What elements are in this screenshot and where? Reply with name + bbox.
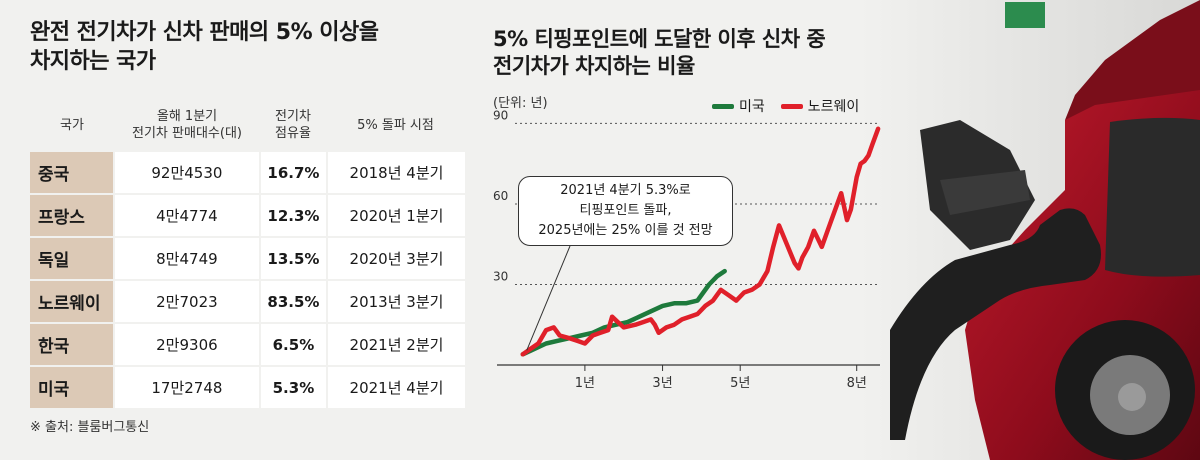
- table-row: 한국 2만9306 6.5% 2021년 2분기: [30, 324, 466, 365]
- when-cell: 2020년 1분기: [327, 195, 466, 236]
- share-cell: 83.5%: [260, 281, 326, 322]
- country-cell: 한국: [30, 324, 113, 365]
- country-cell: 중국: [30, 152, 113, 193]
- header-text: 전기차 판매대수(대): [132, 126, 242, 141]
- table-title-line: 차지하는 국가: [30, 49, 156, 74]
- share-cell: 16.7%: [260, 152, 326, 193]
- header-breakthrough: 5% 돌파 시점: [326, 117, 465, 134]
- sales-cell: 4만4774: [114, 195, 259, 236]
- header-text: 점유율: [275, 126, 311, 141]
- x-tick-label: 5년: [730, 376, 750, 391]
- country-cell: 독일: [30, 238, 113, 279]
- table-title-line: 완전 전기차가 신차 판매의 5% 이상을: [30, 20, 379, 45]
- legend-item-norway: 노르웨이: [780, 96, 860, 116]
- table-row: 프랑스 4만4774 12.3% 2020년 1분기: [30, 195, 466, 236]
- wall-sign: [1005, 2, 1045, 28]
- annotation-line: 티핑포인트 돌파,: [579, 203, 672, 218]
- legend-item-us: 미국: [712, 96, 765, 116]
- chart-unit: (단위: 년): [493, 96, 548, 111]
- header-share: 전기차 점유율: [260, 108, 326, 142]
- header-text: 국가: [60, 117, 84, 133]
- header-sales: 올해 1분기 전기차 판매대수(대): [114, 108, 260, 142]
- country-cell: 프랑스: [30, 195, 113, 236]
- legend-swatch: [780, 103, 803, 109]
- table-row: 중국 92만4530 16.7% 2018년 4분기: [30, 152, 466, 193]
- ev-car-photo: [860, 0, 1200, 460]
- header-text: 전기차: [275, 109, 311, 124]
- when-cell: 2013년 3분기: [327, 281, 466, 322]
- header-text: 올해 1분기: [156, 109, 218, 124]
- sales-cell: 17만2748: [114, 367, 259, 408]
- legend-swatch: [712, 103, 734, 109]
- table-header: 국가 올해 1분기 전기차 판매대수(대) 전기차 점유율 5% 돌파 시점: [30, 100, 465, 150]
- x-tick-label: 1년: [575, 376, 595, 391]
- when-cell: 2021년 2분기: [327, 324, 466, 365]
- series-line-us: [520, 268, 727, 357]
- series-line-norway: [520, 126, 881, 357]
- sales-cell: 92만4530: [114, 152, 259, 193]
- table-panel: 완전 전기차가 신차 판매의 5% 이상을 차지하는 국가 국가 올해 1분기 …: [30, 0, 470, 460]
- chart-title-line: 전기차가 차지하는 비율: [493, 54, 695, 78]
- sales-cell: 2만9306: [114, 324, 259, 365]
- table-title: 완전 전기차가 신차 판매의 5% 이상을 차지하는 국가: [30, 18, 470, 76]
- legend-label: 미국: [739, 99, 765, 115]
- when-cell: 2018년 4분기: [327, 152, 466, 193]
- annotation-line: 2025년에는 25% 이를 것 전망: [538, 223, 713, 238]
- y-tick-label: 30: [493, 269, 508, 283]
- when-cell: 2021년 4분기: [327, 367, 466, 408]
- header-text: 5% 돌파 시점: [357, 117, 434, 133]
- when-cell: 2020년 3분기: [327, 238, 466, 279]
- share-cell: 12.3%: [260, 195, 326, 236]
- sales-cell: 8만4749: [114, 238, 259, 279]
- table-row: 노르웨이 2만7023 83.5% 2013년 3분기: [30, 281, 466, 322]
- charger-cable-icon: [890, 208, 1101, 440]
- chart-legend: 미국 노르웨이: [712, 96, 869, 116]
- y-tick-label: 60: [493, 189, 508, 203]
- annotation-callout: 2021년 4분기 5.3%로 티핑포인트 돌파, 2025년에는 25% 이를…: [518, 176, 733, 246]
- sales-cell: 2만7023: [114, 281, 259, 322]
- table-row: 독일 8만4749 13.5% 2020년 3분기: [30, 238, 466, 279]
- chart-title: 5% 티핑포인트에 도달한 이후 신차 중 전기차가 차지하는 비율: [493, 26, 913, 80]
- ev-share-table: 국가 올해 1분기 전기차 판매대수(대) 전기차 점유율 5% 돌파 시점 중…: [30, 100, 466, 410]
- annotation-pointer: [526, 245, 571, 351]
- share-cell: 13.5%: [260, 238, 326, 279]
- x-tick-label: 3년: [652, 376, 672, 391]
- country-cell: 노르웨이: [30, 281, 113, 322]
- table-row: 미국 17만2748 5.3% 2021년 4분기: [30, 367, 466, 408]
- share-cell: 6.5%: [260, 324, 326, 365]
- legend-label: 노르웨이: [807, 99, 860, 115]
- share-cell: 5.3%: [260, 367, 326, 408]
- table-body: 중국 92만4530 16.7% 2018년 4분기 프랑스 4만4774 12…: [30, 152, 466, 408]
- annotation-line: 2021년 4분기 5.3%로: [560, 183, 691, 198]
- source-note: ※ 출처: 블룸버그통신: [30, 420, 150, 435]
- chart-title-line: 5% 티핑포인트에 도달한 이후 신차 중: [493, 27, 826, 51]
- header-country: 국가: [30, 117, 114, 134]
- y-tick-label: 90: [493, 108, 508, 122]
- x-tick-label: 8년: [847, 376, 867, 391]
- country-cell: 미국: [30, 367, 113, 408]
